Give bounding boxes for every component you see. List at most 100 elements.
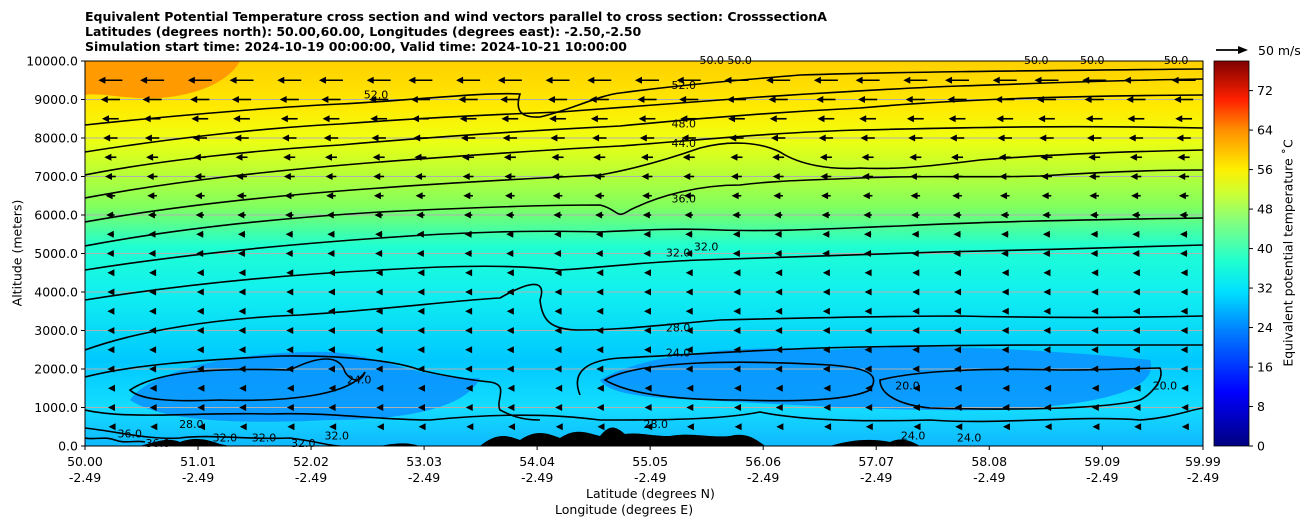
wind-vector — [908, 134, 923, 142]
wind-vector — [279, 96, 299, 103]
contour-label: 52.0 — [671, 79, 696, 92]
wind-vector — [1180, 269, 1188, 277]
wind-vector — [1131, 192, 1141, 200]
wind-vector — [1044, 423, 1052, 431]
y-tick-label: 7000.0 — [34, 169, 78, 184]
wind-vector — [770, 134, 786, 142]
wind-vector — [864, 346, 872, 354]
wind-vector — [813, 76, 838, 84]
wind-vector — [1043, 327, 1051, 334]
wind-vector — [1178, 173, 1190, 180]
wind-vector — [464, 250, 472, 257]
wind-vector — [911, 250, 919, 257]
wind-vector — [327, 327, 335, 334]
wind-vector — [196, 307, 204, 315]
wind-vector — [1176, 134, 1191, 142]
wind-vector — [774, 250, 782, 257]
contour-label: 32.0 — [694, 241, 719, 254]
contour-lines — [85, 68, 1203, 446]
wind-vector — [196, 269, 204, 277]
wind-vector — [415, 173, 426, 180]
wind-vector — [554, 346, 562, 354]
wind-vector — [555, 423, 563, 431]
wind-vector — [283, 173, 295, 180]
wind-vector — [1001, 327, 1009, 334]
wind-vector — [238, 327, 246, 334]
wind-vector — [465, 307, 473, 315]
wind-vector — [683, 192, 694, 200]
wind-vector — [233, 115, 250, 123]
wind-vector — [680, 115, 698, 123]
wind-vector — [325, 173, 337, 180]
wind-vector — [286, 346, 294, 354]
wind-vector — [285, 230, 293, 238]
wind-vector — [191, 115, 209, 123]
wind-vector — [733, 307, 741, 315]
wind-vector — [1132, 288, 1140, 296]
y-axis-ticks: 0.0 1000.0 2000.0 3000.0 4000.0 5000.0 6000.0 7… — [26, 54, 85, 454]
wind-vector — [376, 423, 384, 431]
colorbar-tick-label: 8 — [1257, 399, 1265, 414]
wind-vector — [862, 173, 873, 180]
wind-vector — [995, 96, 1015, 103]
wind-vector — [912, 269, 920, 277]
x-tick-label-lon: -2.49 — [747, 470, 779, 485]
wind-vector — [955, 423, 963, 431]
wind-vector — [1043, 346, 1051, 354]
wind-vector — [863, 211, 872, 219]
wind-vector — [417, 327, 425, 334]
wind-vector — [912, 327, 920, 334]
wind-vector — [418, 423, 426, 431]
wind-vector — [1179, 211, 1188, 219]
wind-vector — [373, 192, 384, 200]
wind-vector — [676, 76, 701, 84]
wind-vector — [1127, 115, 1145, 123]
colorbar-tick-label: 56 — [1257, 162, 1273, 177]
wind-vector — [1041, 192, 1052, 200]
wind-vector — [645, 423, 653, 431]
wind-vector — [595, 250, 603, 257]
wind-vector — [996, 115, 1014, 123]
wind-vector — [1000, 211, 1009, 219]
y-tick-label: 6000.0 — [34, 208, 78, 223]
wind-vector — [550, 134, 565, 142]
title-line-3: Simulation start time: 2024-10-19 00:00:… — [85, 39, 627, 54]
wind-vector — [726, 96, 747, 103]
wind-vector — [1180, 327, 1188, 334]
wind-vector — [231, 96, 252, 103]
wind-vector — [1180, 288, 1188, 296]
wind-vector — [593, 153, 606, 161]
contour-label: 50.0 — [727, 54, 752, 67]
wind-vector — [501, 115, 519, 123]
wind-vector — [369, 96, 389, 103]
colorbar-tick-label: 24 — [1257, 320, 1273, 335]
wind-vector — [552, 173, 563, 180]
wind-vector — [865, 384, 873, 392]
wind-vector — [864, 230, 872, 238]
wind-vector — [945, 76, 970, 84]
wind-vector — [816, 96, 836, 103]
wind-vector — [1044, 384, 1052, 392]
wind-vector — [1092, 423, 1100, 431]
contour-label: 50.0 — [1164, 54, 1189, 67]
wind-vector — [1171, 76, 1196, 84]
colorbar-tick-label: 0 — [1257, 439, 1265, 454]
wind-vector — [417, 269, 425, 277]
wind-vector — [140, 76, 165, 84]
wind-vector — [954, 269, 962, 277]
wind-vector — [286, 307, 294, 315]
x-tick-label-lat: 52.02 — [293, 454, 329, 469]
wind-vector — [229, 76, 254, 84]
wind-vector — [372, 153, 385, 161]
x-tick-label-lon: -2.49 — [1086, 470, 1118, 485]
wind-vector — [413, 134, 428, 142]
wind-vector — [318, 76, 343, 84]
wind-vector — [506, 346, 514, 354]
wind-vector — [1001, 307, 1009, 315]
wind-vector — [592, 134, 607, 142]
wind-vector — [1134, 423, 1142, 431]
wind-vector — [373, 173, 385, 180]
wind-vector — [1177, 153, 1190, 161]
wind-vector — [375, 230, 383, 238]
wind-vector — [999, 192, 1010, 200]
